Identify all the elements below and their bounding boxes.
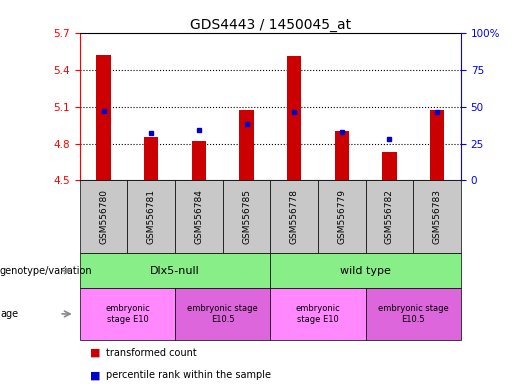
Bar	[144, 137, 159, 180]
Text: GSM556783: GSM556783	[433, 189, 441, 245]
Text: GSM556778: GSM556778	[290, 189, 299, 245]
Text: Dlx5-null: Dlx5-null	[150, 266, 200, 276]
Text: transformed count: transformed count	[106, 348, 196, 358]
Bar	[430, 110, 444, 180]
Text: age: age	[0, 309, 18, 319]
Bar	[96, 55, 111, 180]
Text: ■: ■	[90, 348, 100, 358]
Bar	[382, 152, 397, 180]
Text: wild type: wild type	[340, 266, 391, 276]
Text: embryonic
stage E10: embryonic stage E10	[105, 304, 150, 324]
Text: embryonic stage
E10.5: embryonic stage E10.5	[187, 304, 258, 324]
Text: GSM556781: GSM556781	[147, 189, 156, 245]
Bar	[192, 141, 206, 180]
Text: GSM556780: GSM556780	[99, 189, 108, 245]
Text: embryonic stage
E10.5: embryonic stage E10.5	[378, 304, 449, 324]
Text: GSM556784: GSM556784	[195, 190, 203, 244]
Bar	[335, 131, 349, 180]
Bar	[239, 110, 254, 180]
Text: ■: ■	[90, 370, 100, 380]
Text: genotype/variation: genotype/variation	[0, 266, 93, 276]
Text: GSM556782: GSM556782	[385, 190, 394, 244]
Text: GSM556785: GSM556785	[242, 189, 251, 245]
Bar	[287, 56, 301, 180]
Text: GSM556779: GSM556779	[337, 189, 346, 245]
Text: embryonic
stage E10: embryonic stage E10	[296, 304, 340, 324]
Title: GDS4443 / 1450045_at: GDS4443 / 1450045_at	[190, 18, 351, 31]
Text: percentile rank within the sample: percentile rank within the sample	[106, 370, 270, 380]
